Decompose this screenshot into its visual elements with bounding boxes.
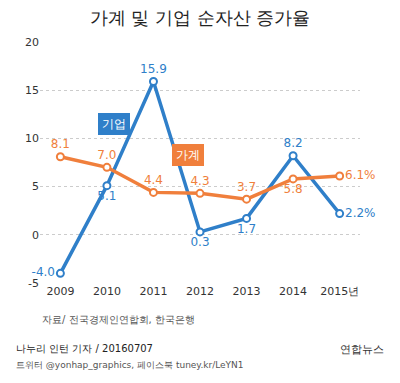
svg-text:0.3: 0.3 bbox=[190, 235, 209, 249]
svg-text:2013: 2013 bbox=[233, 285, 261, 298]
svg-text:기업: 기업 bbox=[102, 117, 126, 131]
svg-text:트위터 @yonhap_graphics, 페이스북 tun: 트위터 @yonhap_graphics, 페이스북 tuney.kr/LeYN… bbox=[16, 360, 244, 370]
svg-text:15.9: 15.9 bbox=[140, 62, 167, 76]
svg-text:4.4: 4.4 bbox=[144, 173, 163, 187]
svg-text:0: 0 bbox=[32, 229, 39, 242]
svg-text:2010: 2010 bbox=[93, 285, 121, 298]
svg-text:자료/ 전국경제인연합회, 한국은행: 자료/ 전국경제인연합회, 한국은행 bbox=[42, 314, 195, 325]
svg-text:5.1: 5.1 bbox=[97, 189, 116, 203]
svg-text:15: 15 bbox=[25, 84, 39, 97]
svg-text:20: 20 bbox=[25, 36, 39, 49]
svg-text:8.1: 8.1 bbox=[51, 137, 70, 151]
svg-text:7.0: 7.0 bbox=[97, 148, 116, 162]
svg-text:3.7: 3.7 bbox=[237, 180, 256, 194]
svg-text:1.7: 1.7 bbox=[237, 222, 256, 236]
svg-text:나누리 인턴 기자 / 20160707: 나누리 인턴 기자 / 20160707 bbox=[16, 343, 153, 354]
svg-text:2014: 2014 bbox=[279, 285, 307, 298]
svg-text:10: 10 bbox=[25, 132, 39, 145]
svg-text:8.2: 8.2 bbox=[284, 136, 303, 150]
svg-text:-4.0: -4.0 bbox=[32, 265, 55, 279]
svg-text:2011: 2011 bbox=[139, 285, 167, 298]
svg-text:-5: -5 bbox=[28, 277, 39, 290]
svg-text:6.1%: 6.1% bbox=[345, 168, 376, 182]
svg-text:2009: 2009 bbox=[46, 285, 74, 298]
svg-text:2.2%: 2.2% bbox=[345, 206, 376, 220]
svg-text:5: 5 bbox=[32, 180, 39, 193]
svg-text:연합뉴스: 연합뉴스 bbox=[340, 343, 384, 356]
svg-text:5.8: 5.8 bbox=[284, 182, 303, 196]
svg-text:2015년: 2015년 bbox=[320, 285, 359, 298]
svg-text:가계 및 기업 순자산 증가율: 가계 및 기업 순자산 증가율 bbox=[90, 7, 311, 28]
svg-text:2012: 2012 bbox=[186, 285, 214, 298]
svg-text:가계: 가계 bbox=[176, 148, 200, 162]
svg-text:4.3: 4.3 bbox=[190, 174, 209, 188]
